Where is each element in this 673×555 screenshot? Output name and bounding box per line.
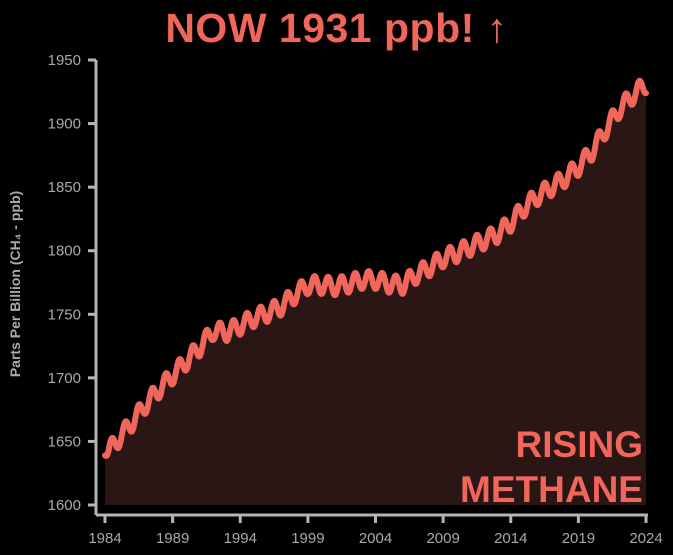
x-tick-label: 1994: [224, 530, 257, 547]
x-tick-label: 2024: [629, 530, 662, 547]
y-tick-label: 1950: [48, 52, 81, 69]
x-tick-label: 2019: [562, 530, 595, 547]
y-tick-label: 1600: [48, 497, 81, 514]
y-tick-label: 1700: [48, 370, 81, 387]
headline: NOW 1931 ppb! ↑: [165, 5, 508, 51]
y-tick-label: 1850: [48, 179, 81, 196]
area-fill: [105, 80, 646, 506]
methane-series-line: [102, 77, 649, 459]
y-tick-label: 1650: [48, 433, 81, 450]
overlay-line-2: METHANE: [460, 469, 643, 510]
y-tick-label: 1900: [48, 116, 81, 133]
x-tick-label: 1989: [156, 530, 189, 547]
x-tick-label: 2014: [494, 530, 527, 547]
y-tick-label: 1750: [48, 306, 81, 323]
y-axis-title: Parts Per Billion (CH₄ - ppb): [7, 191, 23, 377]
y-tick-label: 1800: [48, 243, 81, 260]
x-tick-label: 1984: [88, 530, 121, 547]
rising-methane-label: RISING METHANE: [460, 422, 643, 512]
x-tick-label: 2009: [426, 530, 459, 547]
x-tick-label: 1999: [291, 530, 324, 547]
overlay-line-1: RISING: [515, 424, 643, 465]
x-tick-label: 2004: [359, 530, 392, 547]
